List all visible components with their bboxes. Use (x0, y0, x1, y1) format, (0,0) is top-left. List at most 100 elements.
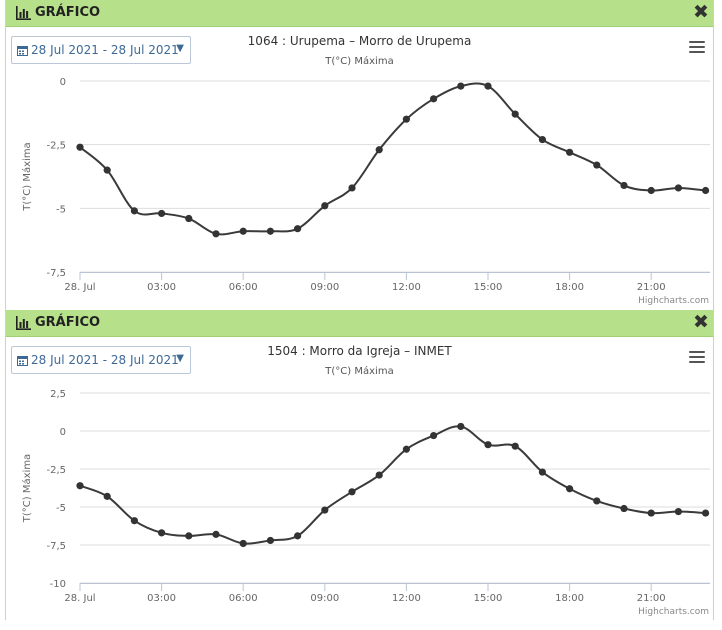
close-icon[interactable]: ✖ (693, 1, 709, 23)
data-point[interactable] (457, 82, 465, 90)
date-range-text: 28 Jul 2021 - 28 Jul 2021 (31, 353, 179, 367)
y-tick-label: -7,5 (46, 541, 66, 552)
line-chart: 2,5 0 -2,5 -5 -7,5 -10 28. Jul 03:00 06:00 09:00 1… (21, 389, 710, 604)
credits-link[interactable]: Highcharts.com (638, 296, 709, 306)
chart-subtitle: T(°C) Máxima (325, 56, 394, 67)
data-point[interactable] (130, 517, 138, 525)
panel-header: GRÁFICO ✖ (6, 310, 713, 337)
data-point[interactable] (511, 110, 519, 118)
data-point[interactable] (674, 184, 683, 192)
data-point[interactable] (593, 497, 601, 505)
data-point[interactable] (647, 186, 655, 195)
y-axis-title: T(°C) Máxima (21, 454, 33, 523)
data-point[interactable] (538, 468, 547, 476)
chart-menu-button[interactable] (689, 41, 705, 55)
data-point[interactable] (702, 186, 710, 195)
bar-chart-icon (16, 316, 31, 330)
x-tick-label: 18:00 (555, 593, 584, 604)
y-tick-label: -10 (50, 579, 66, 590)
chart-menu-button[interactable] (689, 351, 705, 365)
data-point[interactable] (538, 135, 547, 144)
data-point[interactable] (239, 539, 247, 548)
y-tick-label: 2,5 (50, 389, 66, 400)
data-point[interactable] (158, 529, 166, 537)
data-point[interactable] (620, 181, 628, 190)
data-point[interactable] (566, 148, 574, 156)
calendar-icon (17, 356, 28, 366)
data-point[interactable] (348, 488, 356, 496)
line-chart: 0 -2,5 -5 -7,5 28. Jul 03:00 06:00 09:00 12:00 15… (21, 77, 710, 293)
calendar-icon (17, 46, 28, 56)
x-tick-label: 03:00 (147, 593, 176, 604)
chevron-down-icon: ▼ (176, 43, 184, 54)
x-tick-label: 21:00 (637, 282, 666, 293)
x-tick-label: 28. Jul (64, 282, 95, 293)
data-point[interactable] (484, 441, 492, 449)
data-point[interactable] (430, 431, 438, 440)
credits-link[interactable]: Highcharts.com (638, 607, 709, 617)
data-point[interactable] (402, 445, 410, 453)
close-icon[interactable]: ✖ (693, 311, 709, 333)
y-tick-label: -5 (56, 204, 66, 215)
data-point[interactable] (130, 207, 138, 215)
x-tick-label: 28. Jul (64, 593, 95, 604)
data-point[interactable] (484, 82, 492, 90)
data-point[interactable] (239, 227, 247, 235)
data-point[interactable] (430, 95, 438, 103)
x-tick-label: 12:00 (392, 282, 421, 293)
data-point[interactable] (185, 532, 193, 540)
panel-header: GRÁFICO ✖ (6, 0, 713, 27)
data-point[interactable] (321, 202, 329, 210)
y-tick-label: -7,5 (46, 268, 66, 279)
data-point[interactable] (348, 184, 356, 192)
chart-title: 1064 : Urupema – Morro de Urupema (247, 34, 472, 48)
data-point[interactable] (511, 442, 519, 450)
panel-title: GRÁFICO (35, 5, 101, 20)
data-point[interactable] (647, 509, 655, 517)
x-tick-label: 09:00 (310, 282, 339, 293)
data-point[interactable] (294, 225, 302, 233)
y-tick-label: -2,5 (46, 141, 66, 152)
data-point[interactable] (620, 504, 628, 513)
x-tick-label: 06:00 (229, 282, 258, 293)
x-tick-label: 15:00 (474, 593, 503, 604)
data-point[interactable] (158, 209, 166, 218)
chart-panel: GRÁFICO ✖ 28 Jul 2021 - 28 Jul 2021 ▼ 15… (5, 310, 714, 620)
data-point[interactable] (402, 115, 410, 123)
data-point[interactable] (76, 143, 84, 151)
data-point[interactable] (266, 227, 274, 235)
chart-subtitle: T(°C) Máxima (325, 366, 394, 377)
data-point[interactable] (294, 532, 302, 540)
data-point[interactable] (103, 166, 111, 174)
data-point[interactable] (593, 161, 601, 169)
data-point[interactable] (674, 507, 683, 516)
x-tick-label: 06:00 (229, 593, 258, 604)
data-point[interactable] (212, 530, 220, 538)
data-point[interactable] (457, 422, 465, 431)
data-point[interactable] (103, 492, 111, 500)
date-range-picker[interactable]: 28 Jul 2021 - 28 Jul 2021 ▼ (11, 346, 191, 374)
series-line (79, 82, 706, 236)
data-point[interactable] (375, 471, 383, 479)
data-point[interactable] (702, 509, 710, 517)
data-point[interactable] (321, 506, 329, 514)
panel-title: GRÁFICO (35, 315, 101, 330)
x-tick-label: 21:00 (637, 593, 666, 604)
y-tick-label: -2,5 (46, 465, 66, 476)
data-point[interactable] (185, 214, 193, 223)
x-tick-label: 12:00 (392, 593, 421, 604)
y-tick-label: 0 (60, 77, 66, 88)
data-point[interactable] (566, 485, 574, 493)
chevron-down-icon: ▼ (176, 353, 184, 364)
data-point[interactable] (266, 536, 274, 545)
y-tick-label: 0 (60, 427, 66, 438)
data-point[interactable] (375, 146, 383, 154)
data-point[interactable] (76, 482, 84, 490)
x-tick-label: 15:00 (474, 282, 503, 293)
date-range-text: 28 Jul 2021 - 28 Jul 2021 (31, 43, 179, 57)
x-tick-label: 03:00 (147, 282, 176, 293)
date-range-picker[interactable]: 28 Jul 2021 - 28 Jul 2021 ▼ (11, 36, 191, 64)
y-axis-title: T(°C) Máxima (21, 142, 33, 211)
x-tick-label: 18:00 (555, 282, 584, 293)
data-point[interactable] (212, 230, 220, 238)
